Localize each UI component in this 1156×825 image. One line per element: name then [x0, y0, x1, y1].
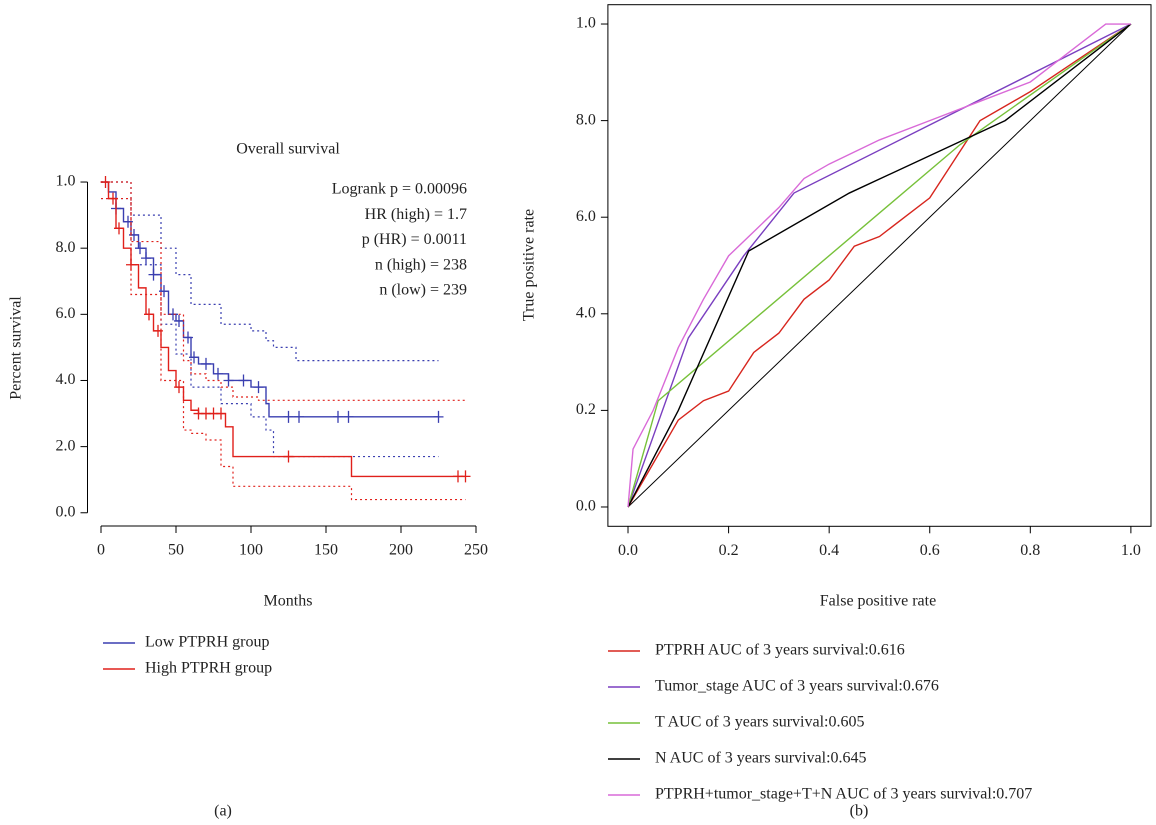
y-tick-label: 1.0	[56, 173, 76, 190]
censor-mark	[144, 308, 154, 321]
confidence-band	[101, 197, 439, 458]
censor-mark	[159, 285, 169, 298]
censor-mark	[213, 367, 223, 380]
x-tick-label: 250	[464, 542, 488, 559]
censor-mark	[253, 381, 264, 394]
y-tick-label: 8.0	[56, 239, 76, 256]
censor-mark	[294, 410, 304, 423]
annotation: Logrank p = 0.00096	[332, 181, 467, 198]
y-tick-label: 0.0	[576, 498, 596, 515]
censor-mark	[126, 258, 136, 271]
roc-line	[627, 23, 1131, 508]
legend-label: Low PTPRH group	[145, 634, 269, 651]
censor-mark	[108, 192, 118, 205]
x-tick-label: 200	[389, 542, 413, 559]
censor-mark	[123, 215, 133, 228]
legend-label: Tumor_stage AUC of 3 years survival:0.67…	[655, 678, 939, 695]
plot-frame	[607, 4, 1152, 527]
censor-mark	[135, 242, 145, 255]
x-tick-label: 50	[168, 542, 184, 559]
y-tick-label: 2.0	[56, 437, 76, 454]
y-axis-title: Percent survival	[8, 296, 25, 400]
x-axis-title: Months	[264, 593, 313, 610]
annotation: n (high) = 238	[375, 256, 467, 273]
panel-label: (a)	[214, 803, 232, 820]
legend-label: PTPRH AUC of 3 years survival:0.616	[655, 642, 905, 659]
panel-label: (b)	[850, 803, 869, 820]
y-tick-label: 4.0	[576, 304, 596, 321]
y-tick-label: 6.0	[576, 208, 596, 225]
x-axis-title: False positive rate	[820, 593, 936, 610]
x-tick-label: 0	[97, 542, 105, 559]
censor-mark	[174, 314, 184, 327]
censor-mark	[100, 176, 111, 189]
censor-mark	[238, 374, 249, 387]
confidence-band	[101, 197, 466, 501]
y-tick-label: 8.0	[576, 111, 596, 128]
censor-mark	[183, 331, 193, 344]
x-tick-label: 0.4	[819, 542, 839, 559]
censor-mark	[223, 374, 234, 387]
censor-mark	[283, 410, 294, 423]
confidence-band	[101, 181, 439, 362]
censor-mark	[216, 407, 226, 420]
legend-label: High PTPRH group	[145, 660, 272, 677]
x-tick-label: 150	[314, 542, 338, 559]
censor-mark	[201, 357, 211, 370]
roc-line	[627, 23, 1132, 508]
censor-mark	[148, 268, 159, 281]
annotation: p (HR) = 0.0011	[362, 231, 467, 248]
legend-label: N AUC of 3 years survival:0.645	[655, 750, 867, 767]
censor-mark	[153, 324, 163, 337]
reference-line	[627, 23, 1132, 508]
censor-mark	[460, 470, 471, 483]
censor-mark	[343, 410, 354, 423]
legend-label: PTPRH+tumor_stage+T+N AUC of 3 years sur…	[655, 786, 1032, 803]
confidence-band	[101, 181, 466, 401]
censor-mark	[174, 381, 184, 394]
y-tick-label: 4.0	[56, 371, 76, 388]
censor-mark	[433, 410, 444, 423]
x-tick-label: 100	[239, 542, 263, 559]
annotation: HR (high) = 1.7	[365, 206, 467, 223]
y-tick-label: 1.0	[576, 15, 596, 32]
x-tick-label: 1.0	[1121, 542, 1141, 559]
censor-mark	[141, 252, 151, 265]
y-tick-label: 6.0	[56, 305, 76, 322]
censor-mark	[114, 222, 124, 235]
x-tick-label: 0.8	[1020, 542, 1040, 559]
x-tick-label: 0.0	[618, 542, 638, 559]
y-tick-label: 0.2	[576, 401, 596, 418]
y-axis-title: True positive rate	[521, 209, 538, 321]
roc-line	[627, 23, 1132, 508]
annotation: n (low) = 239	[379, 281, 467, 298]
legend-label: T AUC of 3 years survival:0.605	[655, 714, 864, 731]
y-tick-label: 0.0	[56, 503, 76, 520]
censor-mark	[189, 351, 199, 364]
x-tick-label: 0.6	[920, 542, 940, 559]
survival-line	[101, 181, 466, 478]
chart-title: Overall survival	[236, 141, 340, 158]
roc-line	[627, 23, 1132, 508]
roc-line	[627, 23, 1132, 508]
censor-mark	[333, 410, 343, 423]
x-tick-label: 0.2	[719, 542, 739, 559]
censor-mark	[283, 450, 294, 463]
